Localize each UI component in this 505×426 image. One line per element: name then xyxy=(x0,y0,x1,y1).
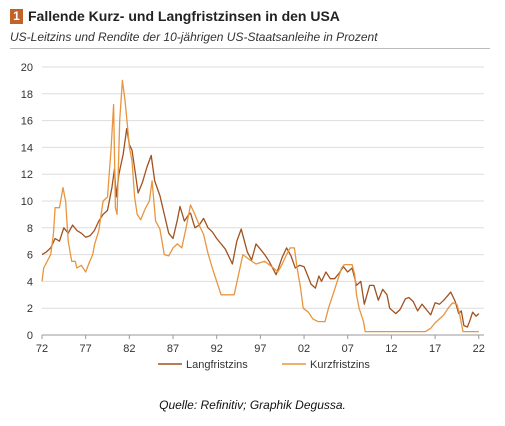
x-tick-label-82: 82 xyxy=(123,343,135,355)
x-tick-label-97: 97 xyxy=(254,343,266,355)
x-tick-label-07: 07 xyxy=(342,343,354,355)
chart-title: Fallende Kurz- und Langfristzinsen in de… xyxy=(28,8,340,24)
y-tick-label-10: 10 xyxy=(21,196,33,208)
x-tick-label-02: 02 xyxy=(298,343,310,355)
y-tick-label-20: 20 xyxy=(21,62,33,74)
x-tick-label-87: 87 xyxy=(167,343,179,355)
y-tick-label-4: 4 xyxy=(27,276,33,288)
series-line-kurzfristzins xyxy=(41,79,479,333)
y-tick-label-14: 14 xyxy=(21,142,33,154)
chart-subtitle: US-Leitzins und Rendite der 10-jährigen … xyxy=(10,30,378,44)
y-tick-label-6: 6 xyxy=(27,250,33,262)
x-tick-label-22: 22 xyxy=(473,343,485,355)
x-tick-label-12: 12 xyxy=(385,343,397,355)
chart-header: 1 Fallende Kurz- und Langfristzinsen in … xyxy=(10,8,340,24)
legend-label-langfristzins: Langfristzins xyxy=(186,359,248,371)
y-tick-label-18: 18 xyxy=(21,89,33,101)
source-note: Quelle: Refinitiv; Graphik Degussa. xyxy=(159,398,346,412)
legend-label-kurzfristzins: Kurzfristzins xyxy=(310,359,370,371)
chart-area: 0 2 4 6 8 10 12 14 16 18 20 72 77 82 87 92 97 02 07 12 17 22 L… xyxy=(10,48,490,379)
chart-number-badge: 1 xyxy=(10,8,23,24)
x-tick-label-77: 77 xyxy=(80,343,92,355)
x-tick-label-92: 92 xyxy=(211,343,223,355)
y-tick-label-8: 8 xyxy=(27,223,33,235)
y-tick-label-2: 2 xyxy=(27,303,33,315)
x-tick-label-72: 72 xyxy=(36,343,48,355)
y-tick-label-12: 12 xyxy=(21,169,33,181)
y-tick-label-0: 0 xyxy=(27,330,33,342)
y-tick-label-16: 16 xyxy=(21,116,33,128)
x-tick-label-17: 17 xyxy=(429,343,441,355)
